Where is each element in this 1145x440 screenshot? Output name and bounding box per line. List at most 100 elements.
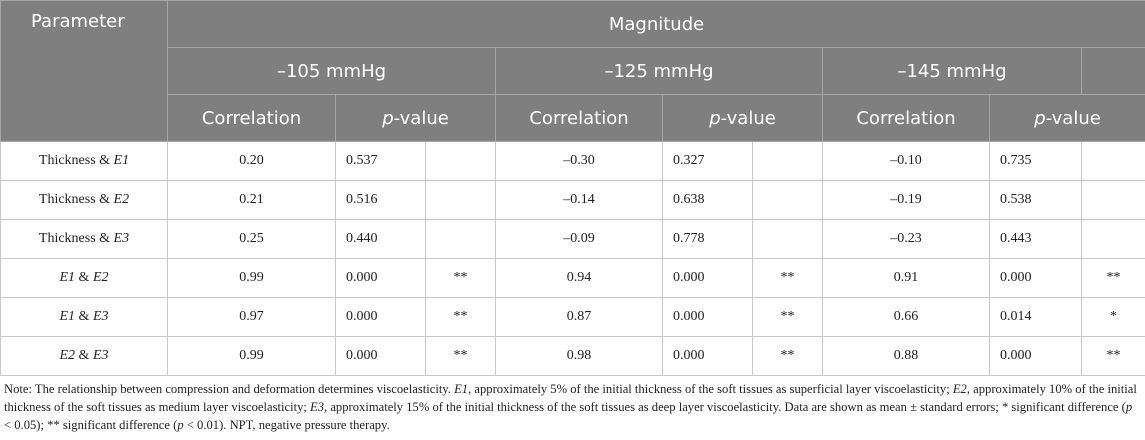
- parameter-cell: Thickness & E2: [0, 180, 168, 220]
- p-value-cell: 0.000: [662, 297, 753, 337]
- p-value-cell: 0.327: [662, 141, 753, 181]
- correlation-cell: 0.99: [167, 258, 336, 298]
- p-value-cell: 0.000: [335, 258, 426, 298]
- significance-cell: [425, 141, 496, 181]
- text-segment: Thickness &: [38, 192, 114, 207]
- text-segment: E2: [113, 192, 130, 207]
- correlation-cell: 0.66: [822, 297, 990, 337]
- significance-cell: [425, 180, 496, 220]
- significance-cell: **: [1080, 336, 1145, 376]
- header-row: –105 mmHg –125 mmHg –145 mmHg: [1, 47, 1145, 95]
- table-row: E1 & E2 0.99 0.000 ** 0.94 0.000 ** 0.91 0.000 **: [0, 258, 1145, 298]
- p-value-cell: 0.000: [335, 297, 426, 337]
- text-segment: Thickness &: [38, 231, 114, 246]
- text-segment: -value: [720, 107, 776, 129]
- significance-cell: **: [1080, 258, 1145, 298]
- parameter-cell: E2 & E3: [0, 336, 168, 376]
- text-segment: < 0.05); ** significant difference (: [4, 400, 1136, 432]
- significance-cell: **: [752, 297, 823, 337]
- correlation-cell: 0.25: [167, 219, 336, 259]
- correlation-cell: 0.88: [822, 336, 990, 376]
- p-value-cell: 0.000: [662, 258, 753, 298]
- header-cell: Parameter: [0, 0, 168, 142]
- significance-cell: [1080, 141, 1145, 181]
- header-cell: p-value: [335, 94, 496, 142]
- table-row: E2 & E3 0.99 0.000 ** 0.98 0.000 ** 0.88 0.000 **: [0, 336, 1145, 376]
- text-segment: p: [709, 107, 721, 129]
- significance-cell: [425, 219, 496, 259]
- p-value-cell: 0.443: [989, 219, 1082, 259]
- text-segment: E3: [113, 231, 130, 246]
- significance-cell: **: [425, 336, 496, 376]
- text-segment: E3: [310, 400, 325, 414]
- significance-cell: [1080, 219, 1145, 259]
- header-cell: Magnitude: [166, 0, 1145, 48]
- correlation-cell: –0.23: [822, 219, 990, 259]
- p-value-cell: 0.538: [989, 180, 1082, 220]
- table-row: Thickness & E1 0.20 0.537 –0.30 0.327 –0.10 0.…: [0, 141, 1145, 181]
- text-segment: p: [1125, 400, 1133, 414]
- table-row: E1 & E3 0.97 0.000 ** 0.87 0.000 ** 0.66 0.014 *: [0, 297, 1145, 337]
- significance-cell: [752, 141, 823, 181]
- text-segment: E2: [59, 348, 76, 363]
- correlation-cell: 0.94: [495, 258, 663, 298]
- text-segment: -value: [393, 107, 449, 129]
- significance-cell: *: [1080, 297, 1145, 337]
- table-row: Thickness & E3 0.25 0.440 –0.09 0.778 –0.23 0.…: [0, 219, 1145, 259]
- text-segment: E1: [59, 309, 76, 324]
- correlation-cell: 0.97: [167, 297, 336, 337]
- text-segment: E1: [59, 270, 76, 285]
- significance-cell: **: [425, 258, 496, 298]
- header-row: Parameter Magnitude: [0, 0, 1145, 142]
- parameter-cell: Thickness & E3: [0, 219, 168, 259]
- text-segment: E2: [92, 270, 109, 285]
- text-segment: Thickness &: [38, 153, 114, 168]
- p-value-cell: 0.735: [989, 141, 1082, 181]
- header-row: Correlation p-value Correlation p-value Corr…: [1, 94, 1145, 142]
- text-segment: p: [1034, 107, 1046, 129]
- significance-cell: [752, 180, 823, 220]
- correlation-cell: 0.91: [822, 258, 990, 298]
- header-cell: Correlation: [822, 94, 990, 142]
- header-cell: p-value: [662, 94, 823, 142]
- text-segment: , approximately 5% of the initial thickn…: [468, 382, 953, 396]
- p-value-cell: 0.000: [989, 258, 1082, 298]
- header-cell: Correlation: [495, 94, 663, 142]
- significance-cell: **: [752, 258, 823, 298]
- significance-cell: [1080, 180, 1145, 220]
- text-segment: E3: [92, 309, 109, 324]
- text-segment: &: [75, 348, 93, 363]
- text-segment: p: [177, 418, 184, 432]
- correlation-cell: –0.19: [822, 180, 990, 220]
- text-segment: E1: [454, 382, 469, 396]
- p-value-cell: 0.440: [335, 219, 426, 259]
- p-value-cell: 0.000: [335, 336, 426, 376]
- parameter-cell: E1 & E2: [0, 258, 168, 298]
- text-segment: E3: [92, 348, 109, 363]
- significance-cell: **: [752, 336, 823, 376]
- p-value-cell: 0.516: [335, 180, 426, 220]
- text-segment: &: [75, 309, 93, 324]
- significance-cell: [752, 219, 823, 259]
- text-segment: &: [75, 270, 93, 285]
- correlation-cell: 0.87: [495, 297, 663, 337]
- header-cell: –145 mmHg: [822, 47, 1082, 95]
- parameter-cell: Thickness & E1: [0, 141, 168, 181]
- p-value-cell: 0.000: [989, 336, 1082, 376]
- p-value-cell: 0.014: [989, 297, 1082, 337]
- text-segment: , approximately 10% of the initial thick…: [4, 382, 1140, 414]
- text-segment: , approximately 15% of the initial thick…: [324, 400, 1126, 414]
- text-segment: E1: [113, 153, 130, 168]
- parameter-cell: E1 & E3: [0, 297, 168, 337]
- correlation-cell: 0.21: [167, 180, 336, 220]
- header-cell: [1080, 47, 1145, 95]
- significance-cell: **: [425, 297, 496, 337]
- correlation-cell: –0.30: [495, 141, 663, 181]
- p-value-cell: 0.638: [662, 180, 753, 220]
- header-cell: Correlation: [167, 94, 336, 142]
- table: Parameter Magnitude –105 mmHg –125 mmHg –145…: [0, 0, 1145, 376]
- p-value-cell: 0.778: [662, 219, 753, 259]
- header-cell: –125 mmHg: [495, 47, 823, 95]
- table-note: Note: The relationship between compressi…: [0, 376, 1145, 434]
